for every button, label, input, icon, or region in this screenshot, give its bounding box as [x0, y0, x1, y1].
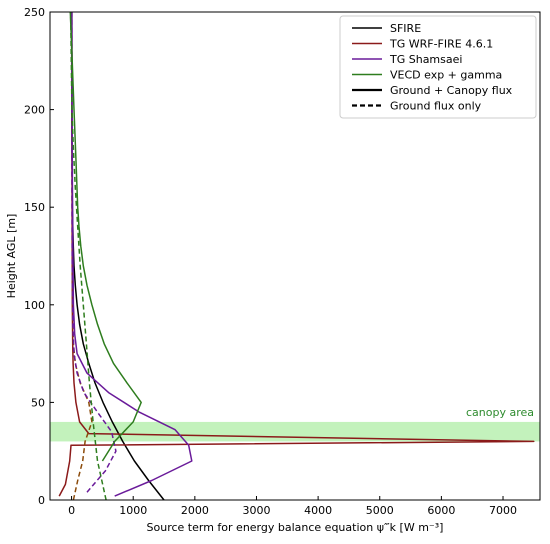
x-axis-label: Source term for energy balance equation …: [147, 521, 444, 534]
legend-label-3: VECD exp + gamma: [390, 69, 502, 82]
legend: SFIRE TG WRF-FIRE 4.6.1 TG Shamsaei VECD ex…: [339, 15, 537, 119]
x-tick-label-1: 1000: [119, 504, 147, 517]
legend-label-5: Ground flux only: [390, 100, 482, 113]
canopy-band: [50, 421, 540, 442]
y-tick-label-5: 250: [24, 6, 45, 19]
legend-label-2: TG Shamsaei: [389, 53, 462, 66]
y-tick-label-1: 50: [31, 396, 45, 409]
series-line-6: [69, 11, 107, 501]
legend-label-1: TG WRF-FIRE 4.6.1: [389, 38, 493, 51]
y-tick-label-3: 150: [24, 201, 45, 214]
plot-frame: [49, 11, 541, 501]
x-tick-label-7: 7000: [489, 504, 517, 517]
x-tick-label-5: 5000: [366, 504, 394, 517]
x-tick-label-0: 0: [68, 504, 75, 517]
legend-label-4: Ground + Canopy flux: [390, 84, 513, 97]
ticks-layer: 0 1000 2000 3000 4000 5000 6000 7000 0 50 100 150 20…: [24, 6, 517, 517]
y-tick-label-4: 200: [24, 104, 45, 117]
series-layer: [58, 11, 535, 501]
x-tick-label-2: 2000: [181, 504, 209, 517]
series-line-4: [71, 11, 117, 493]
y-tick-label-2: 100: [24, 299, 45, 312]
x-tick-label-4: 4000: [304, 504, 332, 517]
y-tick-label-0: 0: [38, 494, 45, 507]
series-line-5: [69, 11, 142, 462]
plot-area: [50, 421, 540, 442]
canopy-area-annotation: canopy area: [466, 406, 534, 419]
legend-label-0: SFIRE: [390, 22, 421, 35]
x-tick-label-6: 6000: [427, 504, 455, 517]
y-axis-label: Height AGL [m]: [5, 214, 18, 299]
legend-box: [339, 15, 537, 119]
x-tick-label-3: 3000: [242, 504, 270, 517]
